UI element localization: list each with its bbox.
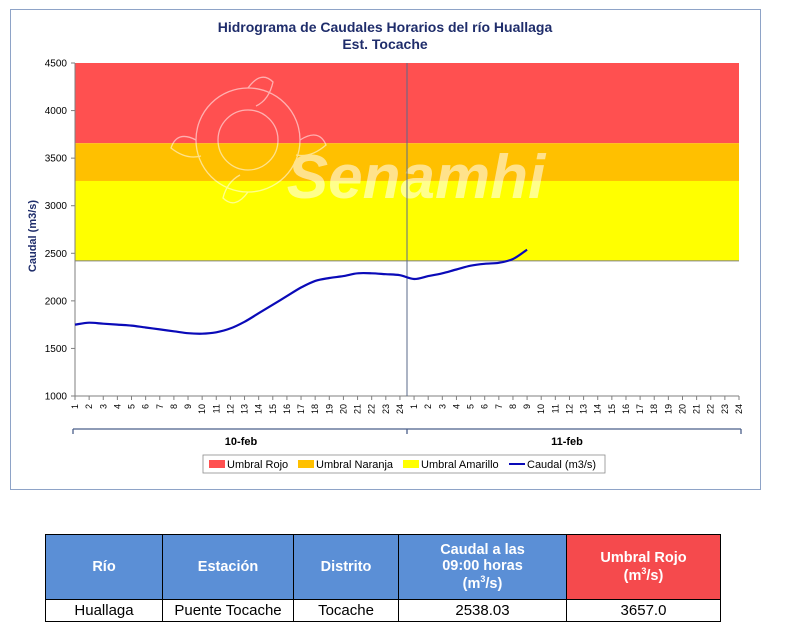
x-tick-label: 18 xyxy=(310,404,320,414)
x-tick-label: 20 xyxy=(677,404,687,414)
hydrograph-chart: Hidrograma de Caudales Horarios del río … xyxy=(27,19,744,474)
x-tick-label: 22 xyxy=(706,404,716,414)
x-tick-label: 13 xyxy=(579,404,589,414)
x-tick-label: 24 xyxy=(734,404,744,414)
cell-caudal: 2538.03 xyxy=(398,599,567,622)
x-tick-label: 2 xyxy=(423,404,433,409)
header-estacion: Estación xyxy=(162,534,294,600)
x-tick-label: 11 xyxy=(550,404,560,413)
x-tick-label: 7 xyxy=(155,404,165,409)
table-header-row: Río Estación Distrito Caudal a las 09:00… xyxy=(45,534,721,600)
cell-rio: Huallaga xyxy=(45,599,163,622)
x-tick-label: 8 xyxy=(508,404,518,409)
svg-text:Senamhi: Senamhi xyxy=(287,143,547,212)
x-tick-label: 15 xyxy=(268,404,278,414)
header-umbral-rojo: Umbral Rojo (m3/s) xyxy=(566,534,721,600)
senamhi-watermark: Senamhi xyxy=(170,76,547,212)
header-caudal: Caudal a las 09:00 horas (m3/s) xyxy=(398,534,567,600)
legend-swatch-rojo xyxy=(209,460,225,468)
x-tick-label: 15 xyxy=(607,404,617,414)
y-tick-label: 3500 xyxy=(45,154,68,165)
x-tick-label: 17 xyxy=(635,404,645,414)
x-tick-label: 6 xyxy=(141,404,151,409)
x-tick-label: 6 xyxy=(480,404,490,409)
x-tick-label: 14 xyxy=(593,404,603,414)
x-tick-label: 1 xyxy=(409,404,419,409)
day-label-11-feb: 11-feb xyxy=(551,436,583,448)
x-tick-label: 22 xyxy=(367,404,377,414)
cell-umbral-rojo: 3657.0 xyxy=(566,599,721,622)
legend-label-caudal: Caudal (m3/s) xyxy=(527,459,596,471)
table-row: Huallaga Puente Tocache Tocache 2538.03 … xyxy=(45,599,721,622)
legend-swatch-naranja xyxy=(298,460,314,468)
x-tick-label: 23 xyxy=(381,404,391,414)
x-tick-label: 18 xyxy=(649,404,659,414)
x-tick-label: 23 xyxy=(720,404,730,414)
y-tick-label: 4000 xyxy=(45,106,68,117)
x-tick-label: 21 xyxy=(692,404,702,414)
x-tick-label: 3 xyxy=(98,404,108,409)
day-axis: 10-feb 11-feb xyxy=(72,428,742,448)
x-tick-label: 10 xyxy=(536,404,546,414)
chart-subtitle: Est. Tocache xyxy=(342,36,428,52)
header-rio: Río xyxy=(45,534,163,600)
legend-label-rojo: Umbral Rojo xyxy=(227,459,288,471)
station-info-table: Río Estación Distrito Caudal a las 09:00… xyxy=(45,534,721,622)
x-tick-label: 10 xyxy=(197,404,207,414)
legend-label-naranja: Umbral Naranja xyxy=(316,459,394,471)
chart-title: Hidrograma de Caudales Horarios del río … xyxy=(218,19,553,35)
x-tick-label: 1 xyxy=(70,404,80,409)
y-tick-label: 3000 xyxy=(45,201,68,212)
series-line-caudal xyxy=(74,248,528,335)
legend: Umbral Rojo Umbral Naranja Umbral Amaril… xyxy=(202,454,606,474)
x-tick-label: 7 xyxy=(494,404,504,409)
y-tick-label: 2000 xyxy=(45,296,68,307)
y-axis-label: Caudal (m3/s) xyxy=(27,200,39,272)
x-tick-label: 8 xyxy=(169,404,179,409)
y-tick-label: 1500 xyxy=(45,344,68,355)
header-distrito: Distrito xyxy=(293,534,399,600)
x-tick-label: 5 xyxy=(127,404,137,409)
x-tick-label: 4 xyxy=(451,404,461,409)
x-tick-label: 2 xyxy=(84,404,94,409)
x-tick-label: 12 xyxy=(564,404,574,414)
x-tick-label: 20 xyxy=(338,404,348,414)
x-tick-label: 9 xyxy=(183,404,193,409)
x-tick-label: 16 xyxy=(282,404,292,414)
x-tick-label: 11 xyxy=(211,404,221,413)
x-tick-label: 4 xyxy=(112,404,122,409)
x-tick-label: 13 xyxy=(240,404,250,414)
day-label-10-feb: 10-feb xyxy=(225,436,258,448)
cell-estacion: Puente Tocache xyxy=(162,599,294,622)
legend-swatch-amarillo xyxy=(403,460,419,468)
y-tick-label: 2500 xyxy=(45,249,68,260)
x-tick-label: 19 xyxy=(663,404,673,414)
legend-label-amarillo: Umbral Amarillo xyxy=(421,459,499,471)
x-tick-label: 24 xyxy=(395,404,405,414)
x-tick-label: 5 xyxy=(466,404,476,409)
x-tick-label: 19 xyxy=(324,404,334,414)
x-tick-label: 3 xyxy=(437,404,447,409)
x-tick-label: 16 xyxy=(621,404,631,414)
x-tick-label: 9 xyxy=(522,404,532,409)
x-tick-label: 21 xyxy=(353,404,363,414)
y-tick-label: 4500 xyxy=(45,59,68,70)
cell-distrito: Tocache xyxy=(293,599,399,622)
x-tick-label: 12 xyxy=(225,404,235,414)
x-tick-label: 14 xyxy=(254,404,264,414)
y-tick-label: 1000 xyxy=(45,392,68,403)
x-tick-label: 17 xyxy=(296,404,306,414)
chart-panel: Hidrograma de Caudales Horarios del río … xyxy=(10,9,761,490)
